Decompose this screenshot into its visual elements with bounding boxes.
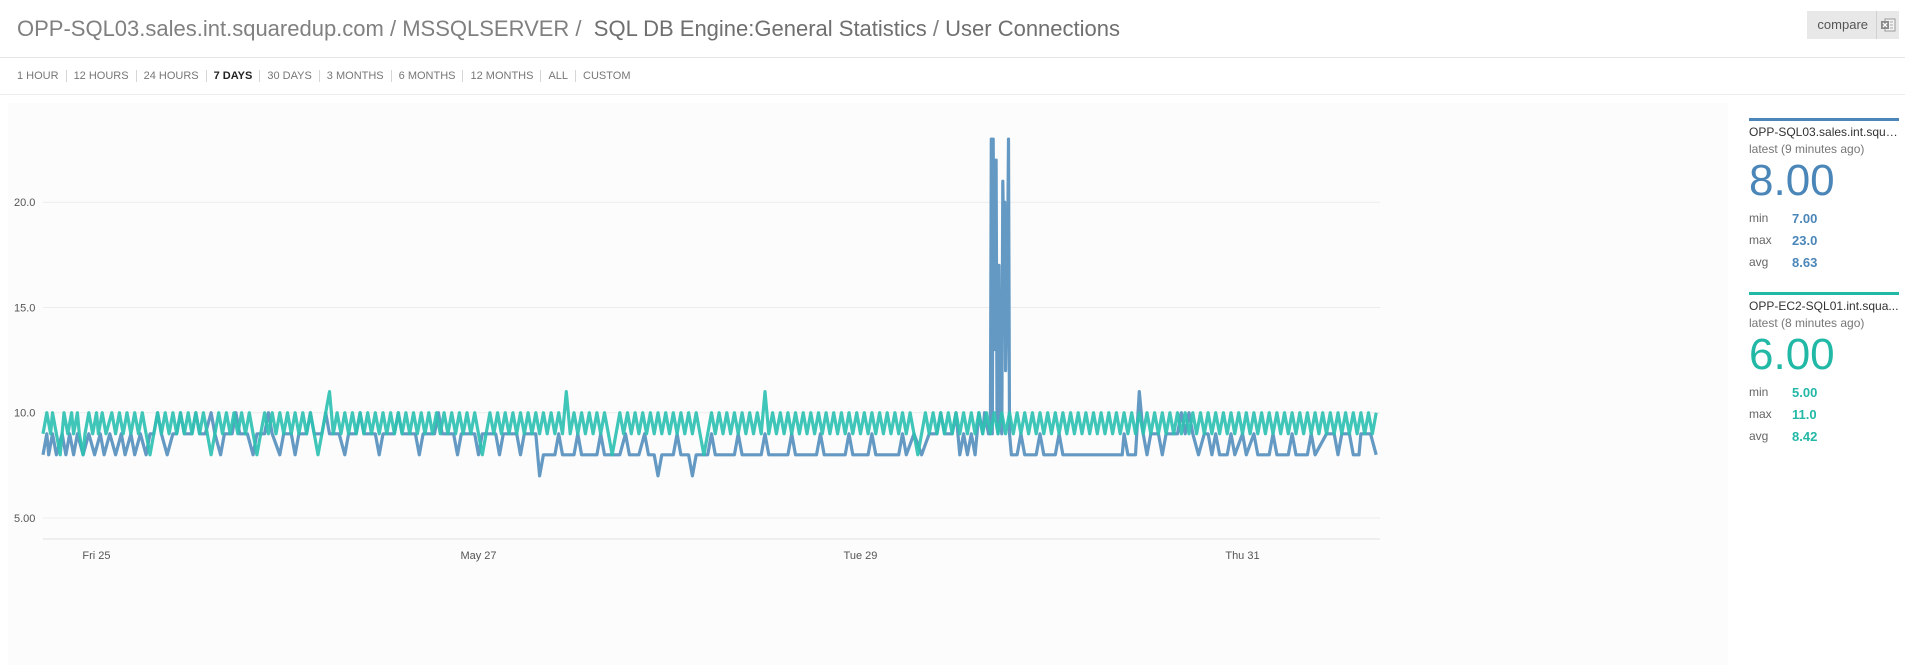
line-chart: 5.00 10.0 15.0 20.0 Fri 25 May 27 Tue 29 Thu 31 <box>14 137 1380 562</box>
stat-value-min: 7.00 <box>1792 211 1818 226</box>
legend-latest: latest (9 minutes ago) <box>1749 142 1865 156</box>
legend-card-ec2-sql01[interactable]: OPP-EC2-SQL01.int.squa... latest (8 minu… <box>1749 292 1899 444</box>
stat-row-avg: avg 8.63 <box>1749 255 1899 270</box>
range-all[interactable]: ALL <box>540 70 575 82</box>
stat-row-min: min 5.00 <box>1749 385 1899 400</box>
range-30-days[interactable]: 30 DAYS <box>259 70 318 82</box>
series-line-2 <box>41 390 1378 457</box>
stat-value-max: 23.0 <box>1792 233 1818 248</box>
legend-series-name: OPP-SQL03.sales.int.squa... <box>1749 125 1899 139</box>
breadcrumb-counter: SQL DB Engine:General Statistics <box>593 15 927 41</box>
range-custom[interactable]: CUSTOM <box>575 70 637 82</box>
breadcrumb-instance[interactable]: MSSQLSERVER <box>402 15 570 41</box>
legend-series-name: OPP-EC2-SQL01.int.squa... <box>1749 299 1899 313</box>
header: OPP-SQL03.sales.int.squaredup.com / MSSQ… <box>0 0 1905 58</box>
breadcrumb-metric: User Connections <box>945 15 1121 41</box>
time-range-toolbar: 1 HOUR 12 HOURS 24 HOURS 7 DAYS 30 DAYS 3 MON… <box>0 58 1905 95</box>
legend-color-bar <box>1749 292 1899 295</box>
x-tick-label: May 27 <box>460 550 496 562</box>
stat-label-max: max <box>1749 407 1772 421</box>
legend-latest-value: 8.00 <box>1749 156 1835 205</box>
stat-label-avg: avg <box>1749 429 1769 443</box>
stat-label-avg: avg <box>1749 255 1769 269</box>
stat-value-avg: 8.63 <box>1792 255 1818 270</box>
legend: OPP-SQL03.sales.int.squa... latest (9 mi… <box>1749 118 1899 466</box>
excel-icon[interactable] <box>1876 11 1899 39</box>
legend-color-bar <box>1749 118 1899 121</box>
stat-row-max: max 11.0 <box>1749 407 1899 422</box>
x-tick-label: Tue 29 <box>844 550 878 562</box>
breadcrumb-server[interactable]: OPP-SQL03.sales.int.squaredup.com <box>17 15 384 41</box>
y-tick-label: 5.00 <box>14 513 35 525</box>
stat-value-min: 5.00 <box>1792 385 1818 400</box>
stat-label-min: min <box>1749 385 1769 399</box>
range-12-months[interactable]: 12 MONTHS <box>462 70 540 82</box>
range-6-months[interactable]: 6 MONTHS <box>390 70 463 82</box>
page-title: OPP-SQL03.sales.int.squaredup.com / MSSQ… <box>17 16 1120 42</box>
breadcrumb-separator: / <box>926 15 946 41</box>
x-tick-label: Thu 31 <box>1225 550 1259 562</box>
chart-area: 5.00 10.0 15.0 20.0 Fri 25 May 27 Tue 29 Thu 31 <box>8 103 1728 665</box>
breadcrumb-separator: / <box>569 15 588 41</box>
stat-label-min: min <box>1749 211 1769 225</box>
stat-value-avg: 8.42 <box>1792 429 1818 444</box>
stat-value-max: 11.0 <box>1792 407 1817 422</box>
range-3-months[interactable]: 3 MONTHS <box>318 70 391 82</box>
legend-latest-value: 6.00 <box>1749 330 1835 379</box>
stat-label-max: max <box>1749 233 1772 247</box>
y-tick-label: 10.0 <box>14 408 35 420</box>
series-line-1 <box>41 137 1378 478</box>
legend-latest: latest (8 minutes ago) <box>1749 316 1865 330</box>
stat-row-avg: avg 8.42 <box>1749 429 1899 444</box>
y-tick-label: 15.0 <box>14 302 35 314</box>
y-tick-label: 20.0 <box>14 197 35 209</box>
range-12-hours[interactable]: 12 HOURS <box>65 70 136 82</box>
range-1-hour[interactable]: 1 HOUR <box>17 70 59 82</box>
breadcrumb-separator: / <box>383 15 403 41</box>
stat-row-min: min 7.00 <box>1749 211 1899 226</box>
x-tick-label: Fri 25 <box>82 550 110 562</box>
range-7-days[interactable]: 7 DAYS <box>205 70 260 82</box>
compare-group: compare <box>1807 11 1899 39</box>
compare-button[interactable]: compare <box>1817 17 1868 32</box>
range-24-hours[interactable]: 24 HOURS <box>135 70 206 82</box>
legend-card-sql03[interactable]: OPP-SQL03.sales.int.squa... latest (9 mi… <box>1749 118 1899 270</box>
stat-row-max: max 23.0 <box>1749 233 1899 248</box>
